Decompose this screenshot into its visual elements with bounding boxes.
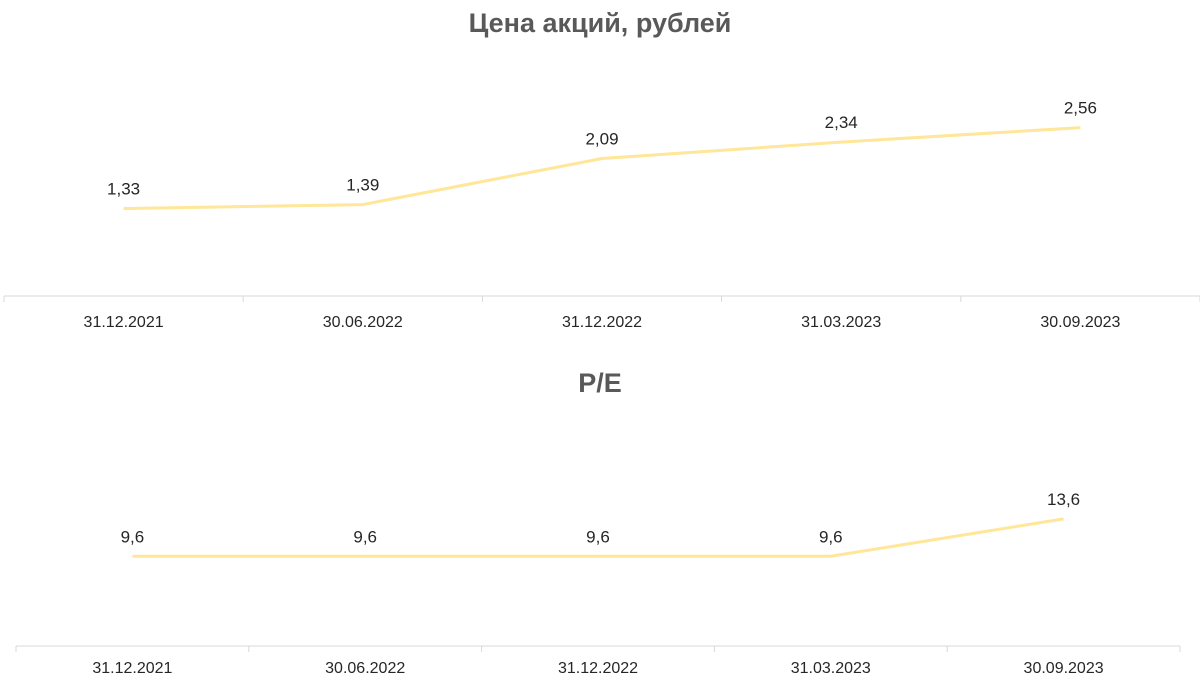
x-tick-label: 31.03.2023: [801, 314, 881, 331]
x-tick-label: 31.12.2021: [92, 660, 172, 677]
x-tick-label: 31.03.2023: [791, 660, 871, 677]
x-tick-label: 31.12.2021: [84, 314, 164, 331]
series-line: [123, 126, 1081, 211]
data-label: 1,39: [346, 176, 379, 195]
data-label: 1,33: [107, 180, 140, 199]
chart-title: P/E: [578, 368, 622, 398]
x-tick-label: 30.09.2023: [1040, 314, 1120, 331]
data-label: 13,6: [1047, 490, 1080, 509]
data-label: 9,6: [353, 527, 377, 546]
x-tick-label: 30.09.2023: [1024, 660, 1104, 677]
x-tick-label: 31.12.2022: [562, 314, 642, 331]
price-chart: Цена акций, рублей 31.12.2021 30.06.2022 3…: [3, 8, 1200, 331]
pe-chart-plot: 31.12.2021 30.06.2022 31.12.2022 31.03.2023…: [15, 490, 1181, 677]
price-chart-plot: 31.12.2021 30.06.2022 31.12.2022 31.03.2023…: [3, 99, 1200, 331]
data-label: 2,56: [1064, 99, 1097, 118]
data-label: 9,6: [819, 527, 843, 546]
data-label: 9,6: [121, 527, 145, 546]
data-label: 2,09: [585, 130, 618, 149]
x-tick-label: 30.06.2022: [323, 314, 403, 331]
series-line: [132, 517, 1064, 558]
x-tick-label: 31.12.2022: [558, 660, 638, 677]
pe-chart: P/E 31.12.2021 30.06.2022 31.12.2022 31.03.…: [0, 360, 1200, 686]
data-label: 9,6: [586, 527, 610, 546]
chart-title: Цена акций, рублей: [468, 8, 732, 38]
x-tick-label: 30.06.2022: [325, 660, 405, 677]
data-label: 2,34: [825, 113, 858, 132]
